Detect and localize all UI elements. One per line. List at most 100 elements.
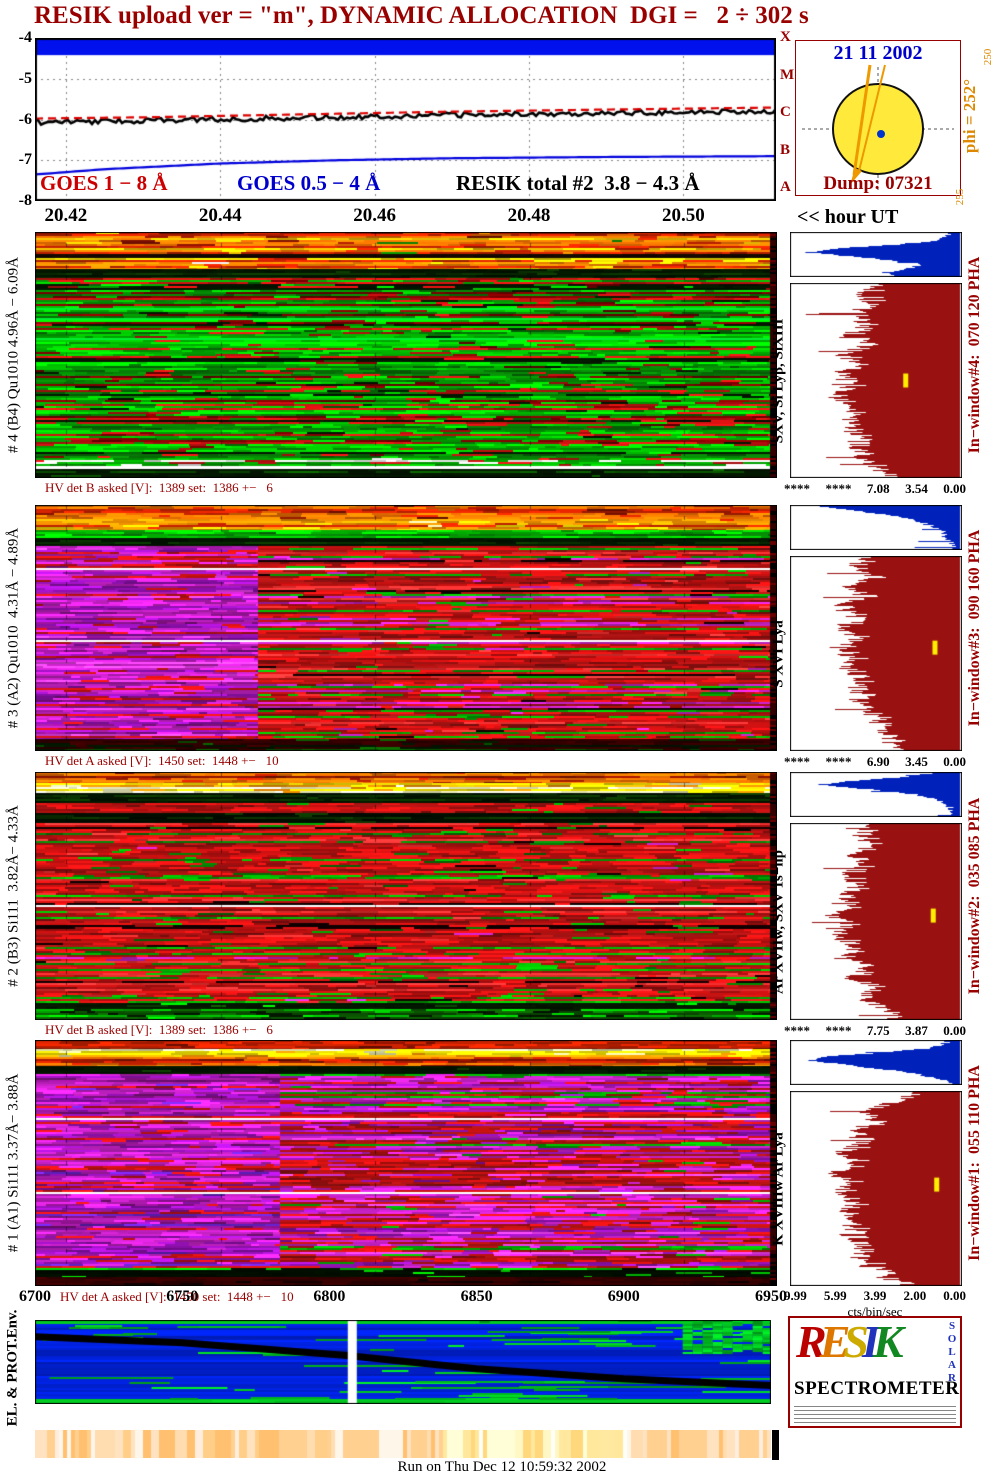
scale-tick: **** xyxy=(825,754,852,769)
logo-letter: K xyxy=(872,1316,904,1367)
channel-2-pha-histogram xyxy=(790,823,962,1020)
channel-2-pha-upper-histogram xyxy=(790,772,962,817)
time-axis-tick-label: 20.50 xyxy=(662,205,705,226)
goes-class-letter: A xyxy=(780,179,791,196)
scale-tick: 2.00 xyxy=(903,1288,927,1303)
scale-tick: **** xyxy=(825,481,852,496)
scale-tick: 3.99 xyxy=(863,1288,887,1303)
strip-end-marker xyxy=(772,1430,779,1460)
scale-tick: 3.45 xyxy=(905,754,928,769)
run-timestamp: Run on Thu Dec 12 10:59:32 2002 xyxy=(397,1459,607,1475)
scan-track-line-2 xyxy=(858,64,886,172)
scale-tick: 3.54 xyxy=(905,481,928,496)
thermal-strip xyxy=(35,1430,771,1458)
page-title: RESIK upload ver = "m", DYNAMIC ALLOCATI… xyxy=(34,2,809,29)
scale-tick: 3.87 xyxy=(905,1023,928,1038)
channel-1-hist-scale: 9.99 5.99 3.99 2.00 0.00 xyxy=(784,1288,966,1304)
channel-4-wavelength-label: # 4 (B4) Qu1010 4.96Å − 6.09Å xyxy=(5,257,22,453)
channel-1-pha-upper-histogram xyxy=(790,1040,962,1085)
channel-3-window-label: In−window#3: 090 160 PHA xyxy=(966,529,983,727)
phi-scale-tick-top: 250 xyxy=(982,48,994,66)
time-axis-tick-label: 20.46 xyxy=(353,205,396,226)
time-axis-tick-label: 20.48 xyxy=(507,205,551,226)
resik-logo: RESIK SOLAR SPECTROMETER xyxy=(788,1316,962,1428)
env-panel-label: EL. & PROT.Env. xyxy=(4,1309,21,1427)
channel-2-spectrogram xyxy=(35,772,777,1020)
channel-4-window-label: In−window#4: 070 120 PHA xyxy=(966,256,983,454)
logo-spectrometer-text: SPECTROMETER xyxy=(794,1378,960,1399)
channel-2-hv-status: HV det B asked [V]: 1389 set: 1386 +− 6 xyxy=(45,1022,273,1037)
logo-letter: R xyxy=(796,1316,827,1367)
scale-tick: **** xyxy=(784,754,810,769)
goes-y-tick-label: -6 xyxy=(18,110,32,128)
scale-tick: 7.08 xyxy=(866,481,890,496)
hour-ut-label: << hour UT xyxy=(797,206,899,228)
sun-disk xyxy=(832,83,924,175)
channel-1-window-label: In−window#1: 055 110 PHA xyxy=(966,1065,983,1261)
goes-y-tick-label: -4 xyxy=(18,29,32,46)
dgi-axis-tick-label: 6900 xyxy=(607,1288,640,1305)
channel-1-line-label: K XVIIIw Ar Lya xyxy=(770,1131,787,1246)
channel-1-hv-status: HV det A asked [V]: 1450 set: 1448 +− 10 xyxy=(60,1289,294,1304)
logo-letter: E xyxy=(819,1316,851,1367)
channel-3-wavelength-label: # 3 (A2) Qu1010 4.31Å − 4.89Å xyxy=(5,527,22,729)
scale-tick: 6.90 xyxy=(866,754,890,769)
channel-1-spectrogram xyxy=(35,1040,777,1286)
channel-3-line-label: S XVI Lya xyxy=(770,619,787,688)
scale-tick: 0.00 xyxy=(943,481,966,496)
scale-tick: 0.00 xyxy=(943,1023,966,1038)
channel-2-wavelength-label: # 2 (B3) Si111 3.82Å− 4.33Å xyxy=(5,805,22,987)
scan-track-line xyxy=(852,64,872,176)
goes-class-letter: M xyxy=(780,66,795,83)
scale-tick: 9.99 xyxy=(784,1288,807,1303)
phi-angle-label: phi = 252° xyxy=(960,78,979,154)
time-axis-tick-label: 20.44 xyxy=(198,205,242,226)
dgi-axis-tick-label: 6700 xyxy=(19,1288,51,1305)
dgi-axis-tick-label: 6850 xyxy=(460,1288,493,1305)
goes-y-tick-label: -7 xyxy=(18,151,32,169)
channel-3-hv-status: HV det A asked [V]: 1450 set: 1448 +− 10 xyxy=(45,753,279,768)
channel-4-pha-histogram xyxy=(790,283,962,478)
cts-bin-sec-label: cts/bin/sec xyxy=(847,1304,903,1319)
logo-solar-text: SOLAR xyxy=(946,1320,958,1385)
goes-class-letter: B xyxy=(780,141,791,158)
scale-tick: **** xyxy=(825,1023,852,1038)
pointing-dot xyxy=(877,130,885,138)
goes-legend-entry: RESIK total #2 3.8 − 4.3 Å xyxy=(456,171,700,195)
channel-2-hist-scale: **** **** 7.75 3.87 0.00 xyxy=(784,1023,966,1039)
goes-class-letter: C xyxy=(780,104,791,121)
goes-legend-entry: GOES 1 − 8 Å xyxy=(40,171,168,195)
channel-2-window-label: In−window#2: 035 085 PHA xyxy=(966,797,983,995)
channel-3-pha-histogram xyxy=(790,556,962,751)
phi-scale-tick-bottom: 255 xyxy=(954,188,966,206)
dgi-axis-tick-label: 6950 xyxy=(755,1288,787,1305)
goes-class-letter: X xyxy=(780,29,791,45)
dgi-axis-tick-label: 6750 xyxy=(166,1288,199,1305)
goes-flux-plot xyxy=(35,38,776,201)
observation-date: 21 11 2002 xyxy=(833,42,923,64)
scale-tick: **** xyxy=(784,1023,810,1038)
channel-3-hist-scale: **** **** 6.90 3.45 0.00 xyxy=(784,754,966,770)
channel-4-pha-upper-histogram xyxy=(790,232,962,277)
channel-2-line-label: Ar XVIIw, SXV 1s−np xyxy=(770,849,787,994)
dump-number: Dump: 07321 xyxy=(823,173,933,194)
goes-y-tick-label: -5 xyxy=(18,69,32,87)
scale-tick: **** xyxy=(784,481,810,496)
dgi-axis-tick-label: 6800 xyxy=(313,1288,346,1305)
logo-fineprint xyxy=(794,1403,956,1423)
goes-y-tick-label: -8 xyxy=(18,192,32,209)
logo-letter: S xyxy=(843,1316,868,1367)
sun-pointing-diagram xyxy=(802,64,954,191)
goes-legend-entry: GOES 0.5 − 4 Å xyxy=(237,171,381,195)
logo-letters: RESIK xyxy=(796,1312,904,1372)
solar-pointing-panel: 21 11 2002 Dump: 07321 xyxy=(795,40,961,196)
channel-1-wavelength-label: # 1 (A1) Si111 3.37Å− 3.88Å xyxy=(5,1073,22,1253)
environment-panel xyxy=(35,1320,771,1404)
scale-tick: 7.75 xyxy=(866,1023,890,1038)
channel-4-hv-status: HV det B asked [V]: 1389 set: 1386 +− 6 xyxy=(45,480,273,495)
scan-arrowhead xyxy=(850,168,862,185)
scale-tick: 0.00 xyxy=(943,754,966,769)
channel-4-hist-scale: **** **** 7.08 3.54 0.00 xyxy=(784,481,966,497)
time-axis-tick-label: 20.42 xyxy=(44,205,88,226)
channel-4-spectrogram xyxy=(35,232,777,478)
